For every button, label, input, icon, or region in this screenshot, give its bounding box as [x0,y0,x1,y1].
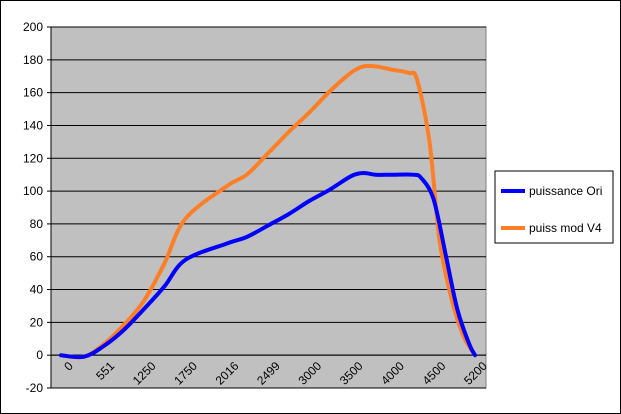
series-line-puiss-mod-v4 [59,63,477,360]
y-tick-label: -20 [26,381,44,395]
y-tick-label: 120 [23,151,43,165]
y-tick-label: 100 [23,184,43,198]
y-tick-label: 0 [36,348,43,362]
y-tick-label: 80 [30,217,44,231]
y-tick-label: 20 [30,315,44,329]
y-tick-label: 60 [30,250,44,264]
legend-box [494,170,614,244]
y-tick-label: 200 [23,20,43,34]
legend-label: puiss mod V4 [529,221,602,235]
y-tick-label: 40 [30,283,44,297]
legend-label: puissance Ori [529,184,602,198]
y-tick-label: 140 [23,118,43,132]
y-tick-label: 180 [23,53,43,67]
y-tick-label: 160 [23,86,43,100]
legend: puissance Ori puiss mod V4 [494,170,614,244]
series-line-puissance-ori [59,170,477,360]
series-lines [59,63,477,360]
